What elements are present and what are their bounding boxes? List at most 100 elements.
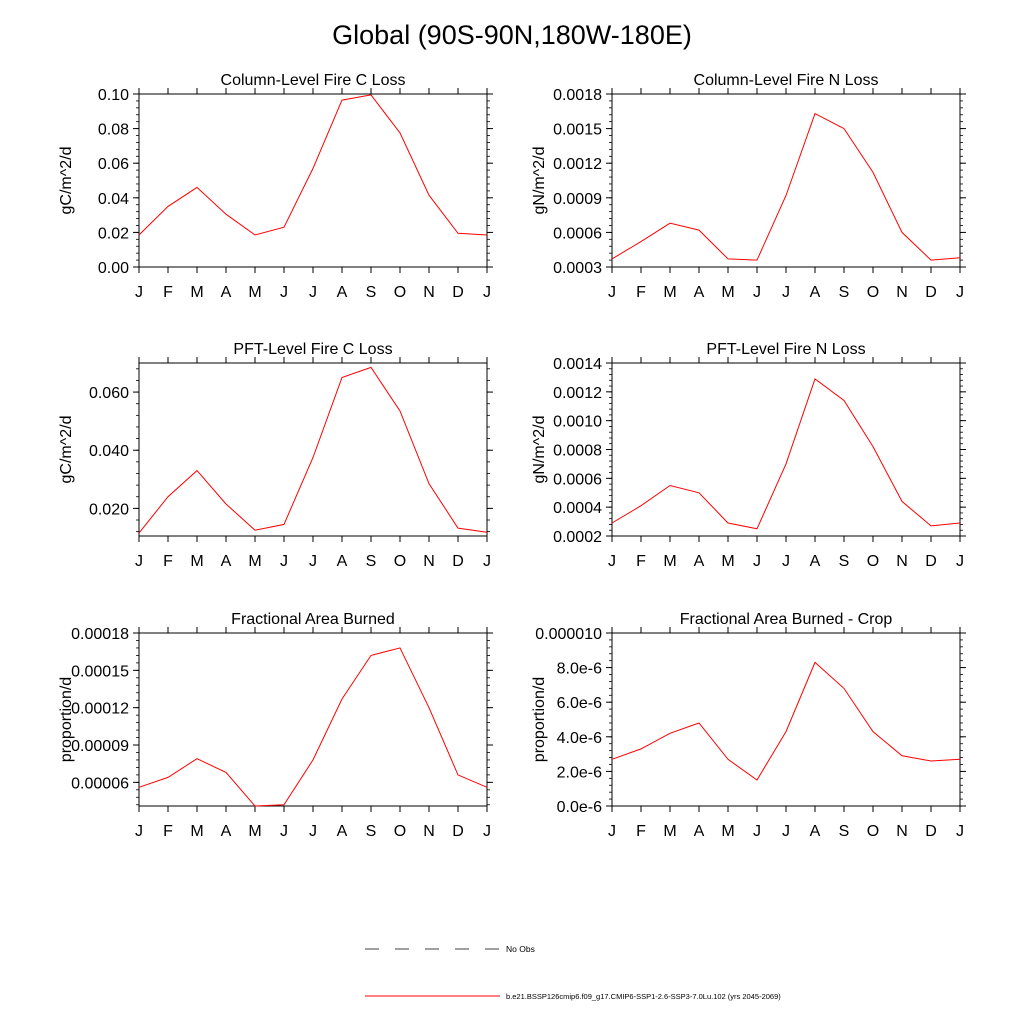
x-tick-label: A xyxy=(337,553,348,570)
x-tick-label: S xyxy=(366,553,377,570)
x-tick-label: J xyxy=(956,823,964,840)
chart-panel-6: Fractional Area Burned - Crop proportion/… xyxy=(531,611,966,840)
x-tick-label: N xyxy=(896,823,908,840)
y-tick-label: 0.0014 xyxy=(553,356,602,373)
y-axis-label: proportion/d xyxy=(58,677,75,762)
x-tick-label: O xyxy=(394,284,406,301)
x-tick-label: J xyxy=(753,284,761,301)
y-tick-label: 0.040 xyxy=(89,443,129,460)
y-tick-label: 6.0e-6 xyxy=(557,695,602,712)
x-tick-label: O xyxy=(867,284,879,301)
x-tick-label: J xyxy=(309,823,317,840)
x-tick-label: A xyxy=(221,284,232,301)
y-tick-label: 0.000010 xyxy=(535,626,602,643)
x-tick-label: J xyxy=(135,284,143,301)
x-tick-label: J xyxy=(280,284,288,301)
x-tick-label: M xyxy=(721,823,734,840)
y-axis-label: proportion/d xyxy=(531,677,548,762)
x-tick-label: J xyxy=(608,553,616,570)
plot-frame xyxy=(138,93,488,268)
x-tick-label: N xyxy=(423,284,435,301)
y-tick-label: 0.0006 xyxy=(553,225,602,242)
x-tick-label: M xyxy=(190,823,203,840)
legend-obs-label: No Obs xyxy=(506,944,535,954)
x-tick-label: N xyxy=(423,553,435,570)
x-tick-label: J xyxy=(280,823,288,840)
y-tick-label: 0.0e-6 xyxy=(557,799,602,816)
x-tick-label: J xyxy=(956,553,964,570)
x-tick-label: D xyxy=(452,823,464,840)
x-tick-label: M xyxy=(190,553,203,570)
y-tick-label: 0.0008 xyxy=(553,443,602,460)
y-tick-label: 0.00 xyxy=(98,260,129,277)
x-tick-label: F xyxy=(636,284,646,301)
series-line xyxy=(138,366,488,534)
x-tick-label: N xyxy=(896,553,908,570)
x-tick-label: A xyxy=(694,823,705,840)
panel-title: Column-Level Fire N Loss xyxy=(694,72,879,89)
y-tick-label: 0.0003 xyxy=(553,260,602,277)
x-tick-label: J xyxy=(483,284,491,301)
plot-frame xyxy=(611,362,961,537)
x-tick-label: D xyxy=(452,553,464,570)
y-tick-label: 0.020 xyxy=(89,501,129,518)
y-tick-label: 0.0006 xyxy=(553,471,602,488)
x-tick-label: A xyxy=(694,553,705,570)
x-tick-label: M xyxy=(248,284,261,301)
y-tick-label: 0.00018 xyxy=(71,626,129,643)
x-tick-label: J xyxy=(309,553,317,570)
y-tick-label: 0.00012 xyxy=(71,701,129,718)
x-tick-label: F xyxy=(636,553,646,570)
y-tick-label: 0.0012 xyxy=(553,156,602,173)
x-tick-label: F xyxy=(163,823,173,840)
x-tick-label: J xyxy=(608,284,616,301)
x-tick-label: J xyxy=(608,823,616,840)
x-tick-label: D xyxy=(925,553,937,570)
y-tick-label: 0.02 xyxy=(98,225,129,242)
y-tick-label: 0.0002 xyxy=(553,529,602,546)
x-tick-label: M xyxy=(190,284,203,301)
y-tick-label: 0.0015 xyxy=(553,122,602,139)
y-tick-label: 0.10 xyxy=(98,87,129,104)
x-tick-label: O xyxy=(394,553,406,570)
y-tick-label: 0.04 xyxy=(98,191,129,208)
y-tick-label: 0.0012 xyxy=(553,385,602,402)
y-tick-label: 0.08 xyxy=(98,122,129,139)
x-tick-label: M xyxy=(663,284,676,301)
x-tick-label: J xyxy=(309,284,317,301)
y-tick-label: 2.0e-6 xyxy=(557,764,602,781)
y-tick-label: 0.00006 xyxy=(71,775,129,792)
x-tick-label: A xyxy=(694,284,705,301)
x-tick-label: J xyxy=(280,553,288,570)
x-tick-label: A xyxy=(221,823,232,840)
legend-model-label: b.e21.BSSP126cmip6.f09_g17.CMIP6-SSP1-2.… xyxy=(506,992,781,1001)
x-tick-label: J xyxy=(135,823,143,840)
y-tick-label: 0.00009 xyxy=(71,738,129,755)
x-tick-label: M xyxy=(663,823,676,840)
x-tick-label: D xyxy=(925,284,937,301)
x-tick-label: J xyxy=(135,553,143,570)
plot-frame xyxy=(611,93,961,268)
y-tick-label: 0.0009 xyxy=(553,191,602,208)
panel-title: PFT-Level Fire C Loss xyxy=(233,341,392,358)
x-tick-label: F xyxy=(163,553,173,570)
x-tick-label: O xyxy=(867,553,879,570)
panel-title: Fractional Area Burned xyxy=(231,611,395,628)
y-tick-label: 0.06 xyxy=(98,156,129,173)
x-tick-label: J xyxy=(782,823,790,840)
plot-frame xyxy=(138,362,488,537)
x-tick-label: J xyxy=(753,553,761,570)
y-axis-label: gN/m^2/d xyxy=(531,416,548,484)
panel-title: PFT-Level Fire N Loss xyxy=(706,341,865,358)
y-tick-label: 0.0018 xyxy=(553,87,602,104)
y-tick-label: 4.0e-6 xyxy=(557,730,602,747)
x-tick-label: A xyxy=(810,284,821,301)
x-tick-label: F xyxy=(163,284,173,301)
x-tick-label: J xyxy=(753,823,761,840)
x-tick-label: O xyxy=(867,823,879,840)
x-tick-label: J xyxy=(782,553,790,570)
